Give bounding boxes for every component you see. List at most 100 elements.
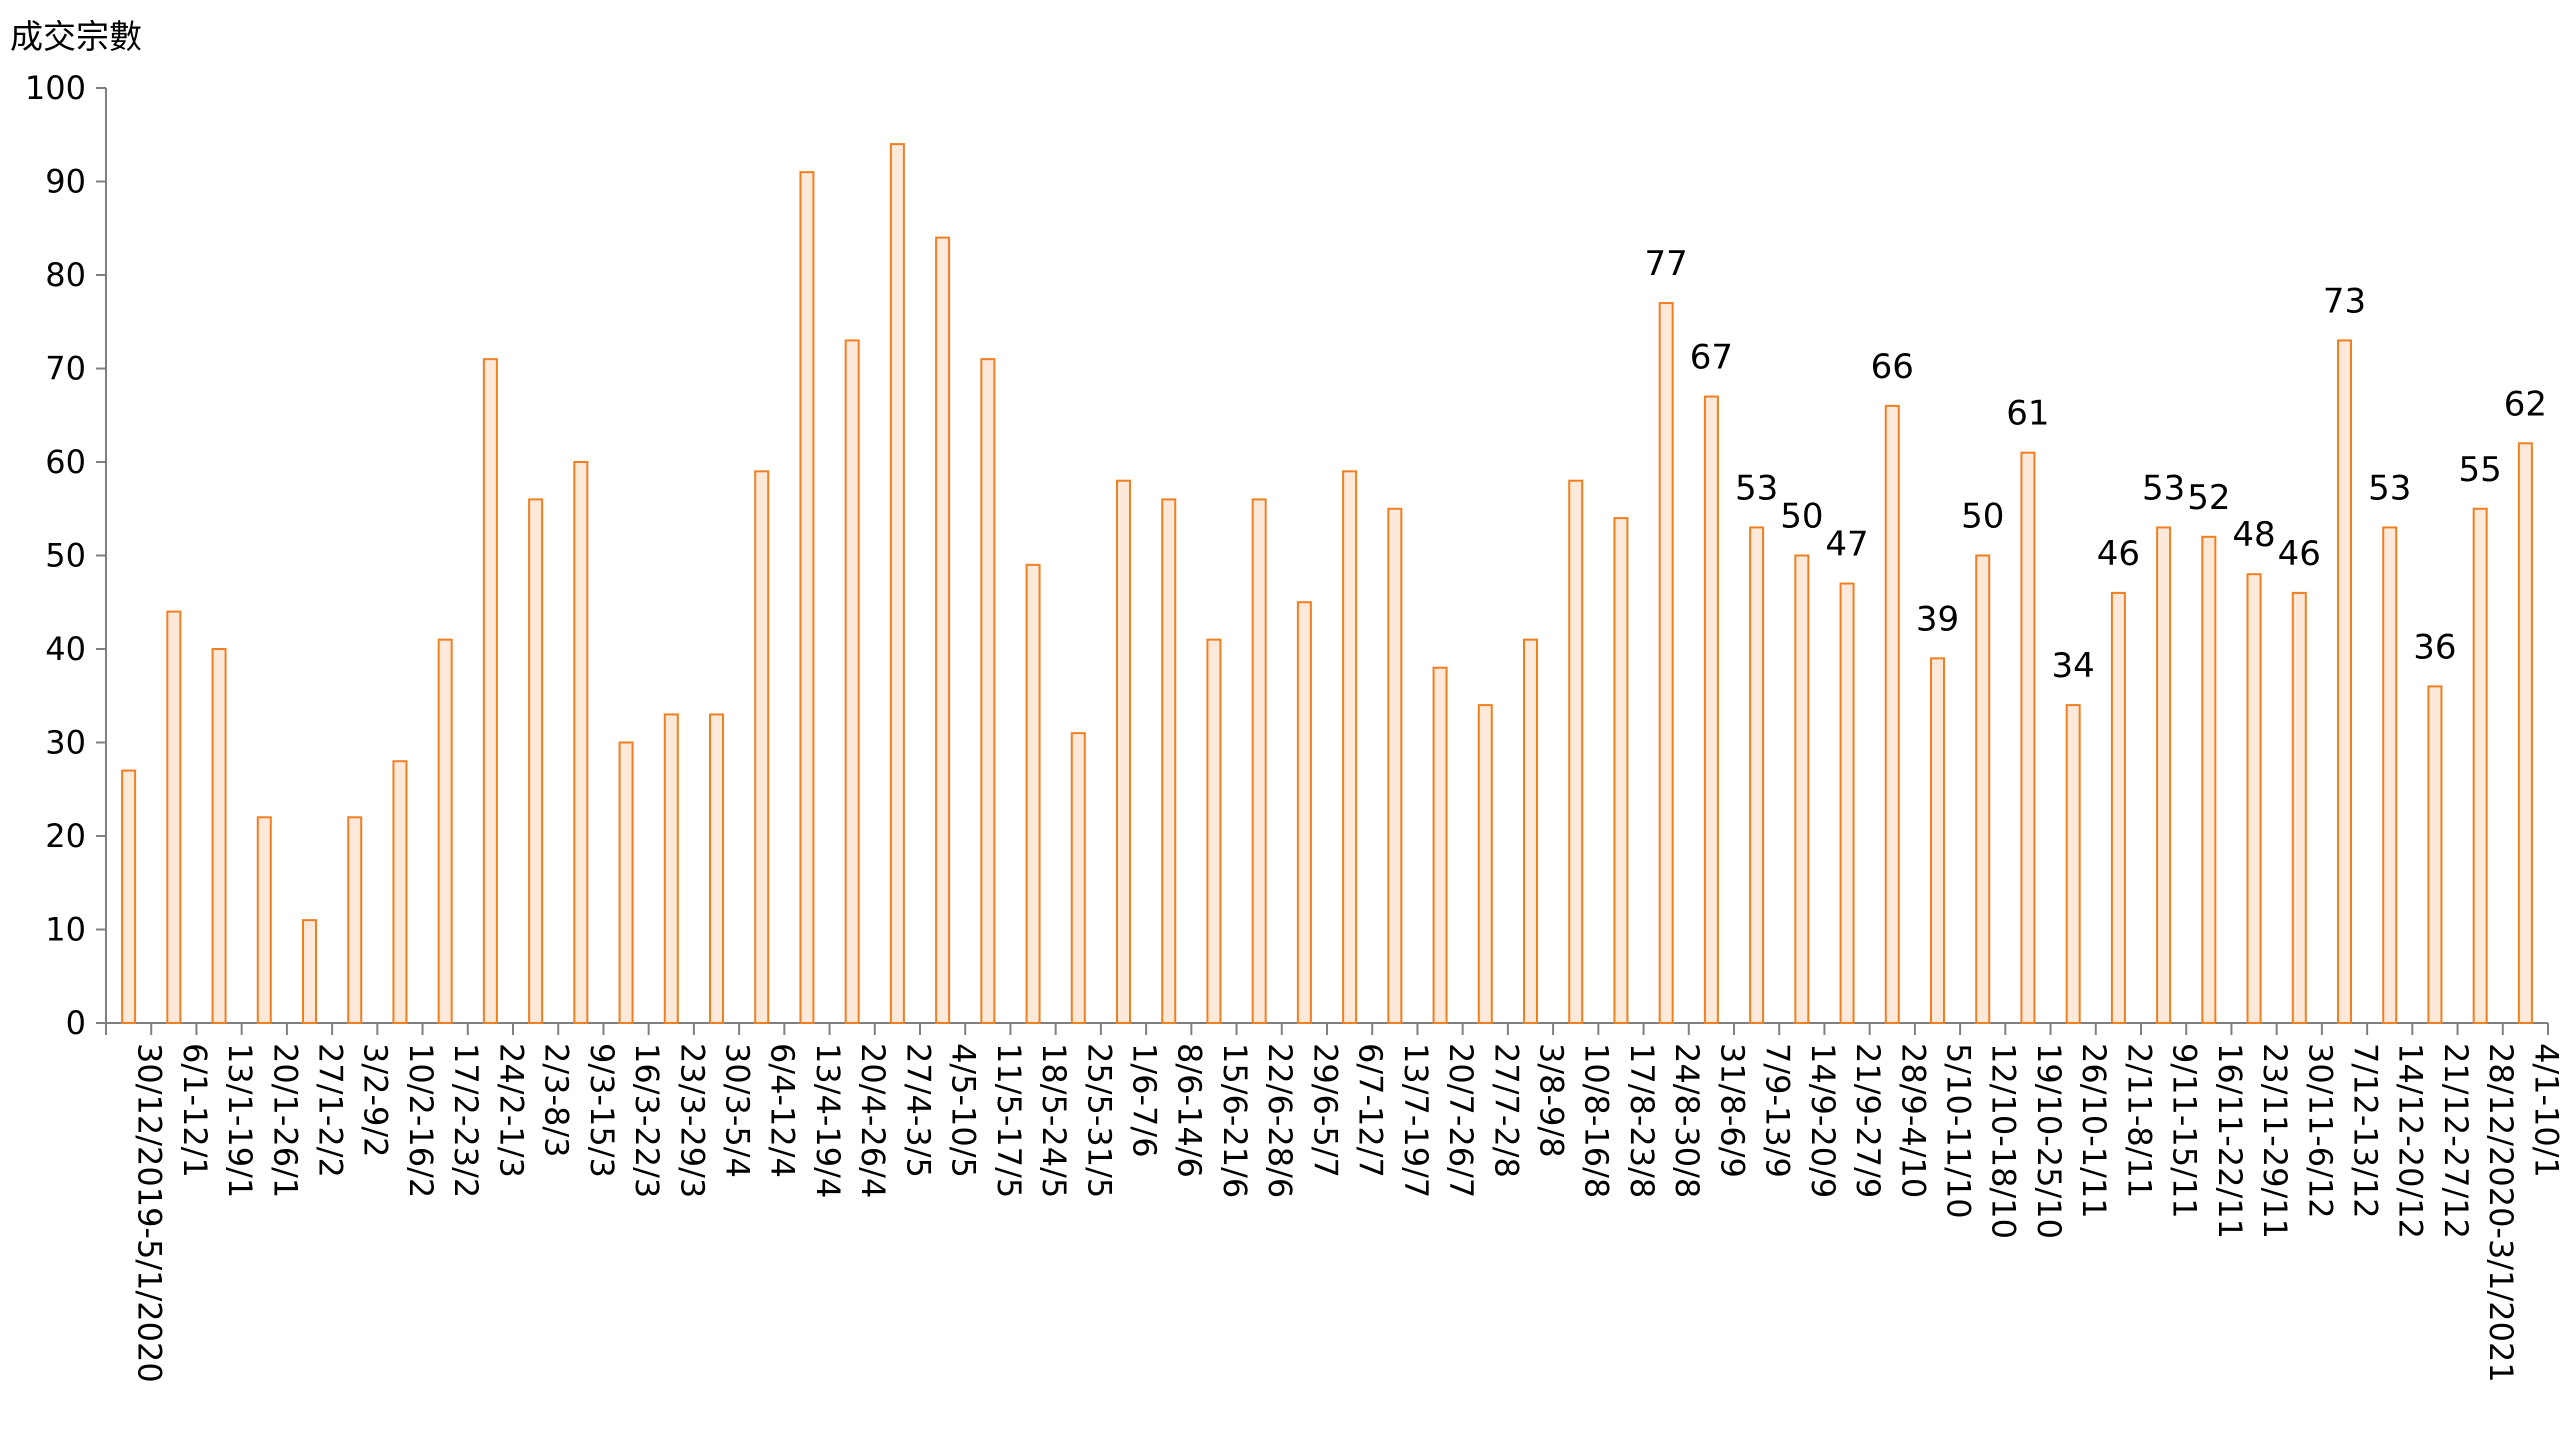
data-label: 53 <box>1735 468 1778 508</box>
category-label: 18/5-24/5 <box>1035 1043 1073 1198</box>
bar <box>302 919 317 1025</box>
bar <box>799 171 815 1024</box>
data-label: 46 <box>2097 534 2140 574</box>
category-label: 16/11-22/11 <box>2211 1043 2249 1239</box>
bar <box>1749 526 1765 1024</box>
y-tick-label: 30 <box>45 724 86 762</box>
bar <box>2201 535 2217 1024</box>
y-tick-label: 50 <box>45 537 86 575</box>
category-label: 9/11-15/11 <box>2166 1043 2204 1219</box>
category-label: 13/4-19/4 <box>809 1043 847 1198</box>
data-label: 67 <box>1690 338 1733 378</box>
bar <box>2517 442 2533 1024</box>
category-label: 9/3-15/3 <box>583 1043 621 1178</box>
category-label: 30/3-5/4 <box>719 1043 757 1178</box>
data-label: 46 <box>2278 534 2321 574</box>
category-labels: 30/12/2019-5/1/2020 6/1-12/1 13/1-19/1 20/1… <box>131 1043 2560 1383</box>
data-label: 66 <box>1871 347 1914 387</box>
y-axis: 0 10 20 30 40 50 60 70 80 90 100 <box>25 69 107 1042</box>
bar <box>1025 563 1041 1024</box>
category-label: 27/1-2/2 <box>312 1043 350 1178</box>
category-label: 30/11-6/12 <box>2301 1043 2339 1219</box>
bar <box>1794 554 1810 1024</box>
bar <box>2472 507 2488 1024</box>
category-label: 31/8-6/9 <box>1713 1043 1751 1178</box>
category-label: 20/4-26/4 <box>854 1043 892 1198</box>
category-label: 1/6-7/6 <box>1126 1043 1164 1158</box>
bar <box>573 461 589 1024</box>
bar <box>166 610 182 1024</box>
category-label: 4/1-10/1 <box>2527 1043 2560 1178</box>
bar <box>754 470 770 1025</box>
y-tick-label: 70 <box>45 350 86 388</box>
bar <box>1523 638 1538 1025</box>
category-label: 19/10-25/10 <box>2030 1043 2068 1239</box>
category-label: 30/12/2019-5/1/2020 <box>131 1043 169 1383</box>
bar <box>1251 498 1267 1024</box>
category-label: 15/6-21/6 <box>1216 1043 1254 1198</box>
bar <box>618 741 634 1024</box>
category-label: 16/3-22/3 <box>628 1043 666 1198</box>
bar <box>889 143 905 1025</box>
bar <box>935 236 951 1025</box>
bar <box>663 713 679 1024</box>
bar <box>1568 479 1584 1024</box>
category-label: 6/7-12/7 <box>1352 1043 1390 1178</box>
category-label: 8/6-14/6 <box>1171 1043 1209 1178</box>
bar <box>2291 591 2307 1025</box>
bar <box>2065 704 2081 1024</box>
category-label: 14/9-20/9 <box>1804 1043 1842 1198</box>
bar <box>2337 339 2352 1024</box>
data-label: 39 <box>1916 599 1959 639</box>
bar <box>347 816 363 1024</box>
bar <box>1975 554 1991 1024</box>
y-tick-label: 100 <box>25 69 86 107</box>
y-tick-label: 10 <box>45 911 86 949</box>
category-label: 11/5-17/5 <box>990 1043 1028 1198</box>
data-label: 50 <box>1780 497 1823 537</box>
category-label: 2/11-8/11 <box>2120 1043 2158 1198</box>
data-label: 55 <box>2459 450 2502 490</box>
y-tick-label: 90 <box>45 163 86 201</box>
data-label: 36 <box>2413 627 2456 667</box>
x-axis <box>105 1022 2549 1035</box>
category-label: 24/2-1/3 <box>492 1043 530 1178</box>
data-label: 77 <box>1645 244 1688 284</box>
bar <box>1070 732 1086 1025</box>
bar <box>2020 451 2036 1024</box>
bar <box>1703 395 1719 1024</box>
y-tick-label: 0 <box>66 1004 86 1042</box>
category-label: 27/7-2/8 <box>1487 1043 1525 1178</box>
category-label: 13/1-19/1 <box>221 1043 259 1198</box>
data-label: 53 <box>2368 468 2411 508</box>
category-label: 21/9-27/9 <box>1849 1043 1887 1198</box>
category-label: 10/2-16/2 <box>402 1043 440 1198</box>
category-label: 4/5-10/5 <box>945 1043 983 1178</box>
y-axis-label: 成交宗數 <box>10 17 142 56</box>
data-label: 61 <box>2006 394 2049 434</box>
category-label: 24/8-30/8 <box>1668 1043 1706 1198</box>
bar <box>1116 479 1131 1024</box>
category-label: 6/4-12/4 <box>764 1043 802 1178</box>
category-label: 21/12-27/12 <box>2437 1043 2475 1239</box>
bar <box>1432 666 1448 1024</box>
category-label: 23/3-29/3 <box>673 1043 711 1198</box>
data-label: 53 <box>2142 468 2185 508</box>
bar <box>482 358 498 1024</box>
y-tick-label: 60 <box>45 443 86 481</box>
y-tick-label: 20 <box>45 817 86 855</box>
bar <box>2110 591 2126 1025</box>
bar <box>437 638 453 1025</box>
bar <box>709 713 724 1024</box>
bar <box>1387 507 1403 1024</box>
bar <box>2246 573 2262 1024</box>
category-label: 20/7-26/7 <box>1442 1043 1480 1198</box>
bar <box>121 769 137 1024</box>
category-label: 7/9-13/9 <box>1759 1043 1797 1178</box>
category-label: 10/8-16/8 <box>1578 1043 1616 1198</box>
bar <box>2382 526 2398 1024</box>
data-label: 73 <box>2323 281 2366 321</box>
category-label: 17/8-23/8 <box>1623 1043 1661 1198</box>
category-label: 5/10-11/10 <box>1940 1043 1978 1219</box>
